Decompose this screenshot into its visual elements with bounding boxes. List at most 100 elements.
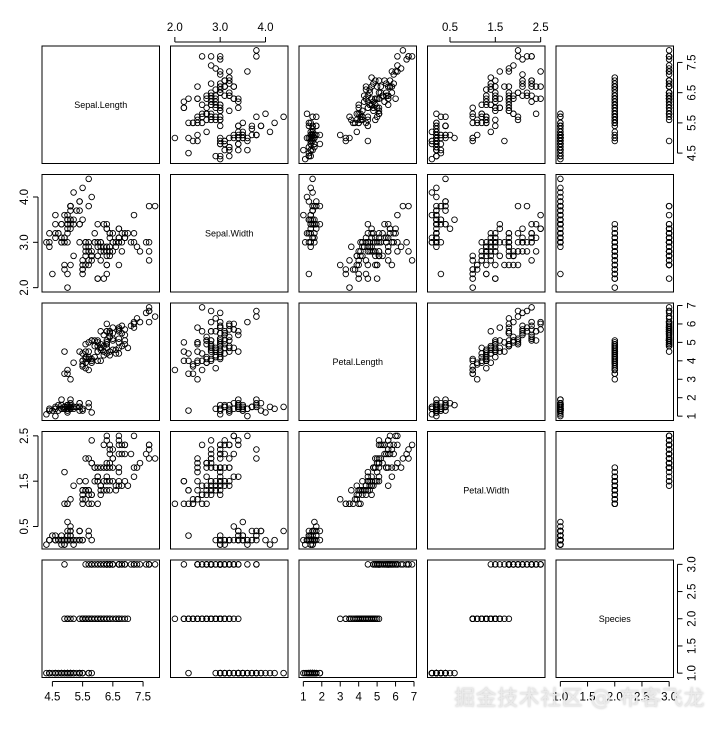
data-point bbox=[207, 437, 215, 444]
data-point bbox=[307, 225, 314, 232]
data-point bbox=[61, 239, 68, 246]
data-point bbox=[230, 95, 238, 102]
data-point bbox=[433, 143, 440, 151]
data-point bbox=[505, 104, 513, 112]
data-point bbox=[514, 248, 522, 255]
data-point bbox=[357, 615, 364, 623]
data-point bbox=[510, 561, 517, 568]
data-point bbox=[309, 128, 316, 136]
data-point bbox=[212, 65, 219, 72]
data-point bbox=[611, 243, 619, 251]
data-point bbox=[433, 125, 440, 133]
data-point bbox=[43, 541, 50, 548]
data-point bbox=[109, 446, 117, 453]
data-point bbox=[611, 239, 619, 246]
data-point bbox=[64, 211, 71, 219]
data-point bbox=[235, 441, 242, 449]
data-point bbox=[514, 202, 522, 210]
data-point bbox=[46, 239, 53, 246]
data-point bbox=[235, 95, 242, 102]
data-point bbox=[244, 137, 251, 145]
data-point bbox=[309, 669, 316, 677]
data-point bbox=[483, 248, 490, 255]
data-point bbox=[505, 230, 513, 237]
data-point bbox=[216, 464, 224, 471]
data-point bbox=[473, 266, 481, 273]
left-axis-Petal.Width: 0.5 1.5 2.5 bbox=[19, 428, 39, 535]
data-point bbox=[557, 396, 564, 403]
data-point bbox=[665, 230, 673, 237]
data-point bbox=[611, 116, 619, 124]
data-point bbox=[510, 110, 517, 118]
data-point bbox=[496, 68, 504, 75]
data-point bbox=[557, 523, 564, 530]
data-point bbox=[76, 239, 83, 246]
data-point bbox=[532, 83, 540, 90]
data-point bbox=[428, 211, 436, 219]
data-point bbox=[216, 541, 224, 548]
data-point bbox=[235, 98, 242, 105]
tick-label: 6 bbox=[687, 321, 699, 327]
data-point bbox=[64, 500, 71, 508]
data-point bbox=[611, 110, 619, 118]
data-point bbox=[194, 119, 201, 127]
data-point bbox=[342, 270, 350, 278]
data-point bbox=[194, 116, 201, 124]
data-point bbox=[207, 459, 215, 467]
data-point bbox=[207, 53, 215, 60]
data-point bbox=[433, 230, 440, 237]
tick-label: 2.0 bbox=[167, 22, 183, 34]
data-point bbox=[487, 128, 495, 136]
right-axis-Sepal.Length: 4.5 5.5 6.5 7.5 bbox=[677, 54, 699, 161]
data-point bbox=[130, 230, 138, 237]
panel-frame bbox=[427, 559, 546, 678]
data-point bbox=[235, 615, 242, 623]
data-point bbox=[136, 459, 144, 467]
data-point bbox=[58, 396, 65, 403]
panel-Sepal.Length-vs-Sepal.Length: Sepal.Length bbox=[41, 45, 160, 164]
data-point bbox=[384, 437, 392, 444]
data-point bbox=[557, 113, 564, 121]
panel-Sepal.Length-vs-Sepal.Width bbox=[170, 45, 289, 164]
data-point bbox=[70, 189, 77, 196]
data-point bbox=[359, 239, 366, 246]
data-point bbox=[127, 450, 135, 458]
data-point bbox=[226, 80, 233, 87]
data-point bbox=[523, 248, 531, 255]
data-point bbox=[505, 83, 513, 90]
data-point bbox=[433, 131, 440, 139]
data-point bbox=[433, 669, 440, 677]
data-point bbox=[221, 337, 228, 344]
data-point bbox=[212, 477, 219, 485]
data-point bbox=[103, 320, 111, 328]
data-point bbox=[212, 86, 219, 93]
panel-Sepal.Length-vs-Petal.Width bbox=[427, 45, 546, 164]
data-point bbox=[359, 487, 366, 494]
data-point bbox=[505, 252, 513, 260]
data-point bbox=[226, 536, 233, 544]
data-point bbox=[109, 324, 117, 331]
data-point bbox=[665, 318, 673, 326]
data-point bbox=[501, 83, 508, 90]
data-point bbox=[64, 225, 71, 232]
data-point bbox=[665, 80, 673, 87]
data-point bbox=[510, 95, 517, 102]
data-point bbox=[433, 403, 440, 411]
data-point bbox=[528, 220, 535, 228]
data-point bbox=[394, 248, 401, 255]
data-point bbox=[88, 337, 95, 344]
data-point bbox=[94, 275, 101, 282]
data-point bbox=[271, 669, 278, 677]
data-point bbox=[82, 477, 89, 485]
data-point bbox=[230, 344, 238, 352]
data-point bbox=[483, 86, 490, 93]
tick-label: 6.5 bbox=[687, 85, 699, 101]
data-point bbox=[665, 261, 673, 269]
data-point bbox=[557, 270, 564, 278]
data-point bbox=[528, 333, 535, 341]
data-point bbox=[316, 202, 324, 210]
data-point bbox=[360, 487, 368, 494]
data-point bbox=[49, 270, 56, 278]
data-point bbox=[235, 473, 242, 480]
data-point bbox=[392, 95, 399, 102]
